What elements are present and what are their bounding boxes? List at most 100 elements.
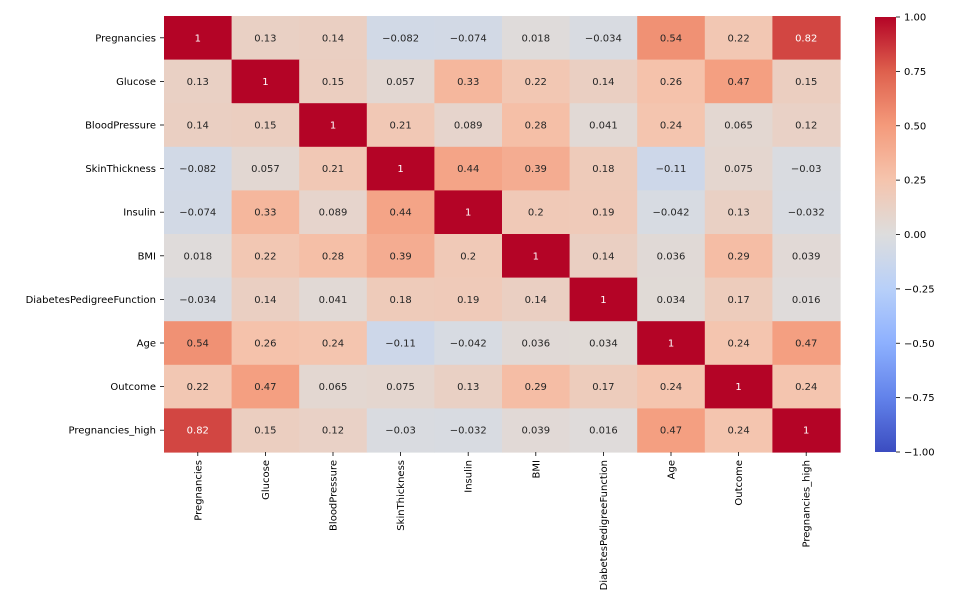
heatmap-cell bbox=[704, 277, 773, 322]
cell-annotation: 0.13 bbox=[727, 208, 749, 219]
heatmap-cell bbox=[704, 103, 773, 148]
heatmap-cell bbox=[366, 277, 435, 322]
heatmap-cell bbox=[434, 190, 503, 235]
column-label: Insulin bbox=[464, 460, 475, 493]
heatmap-cell bbox=[637, 277, 706, 322]
heatmap-cell bbox=[164, 146, 233, 191]
heatmap-cell bbox=[164, 16, 233, 61]
column-label: SkinThickness bbox=[396, 460, 407, 531]
colorbar-tick-label: 0.50 bbox=[904, 121, 926, 132]
cell-annotation: 0.29 bbox=[525, 382, 547, 393]
cell-annotation: 0.15 bbox=[254, 121, 276, 132]
colorbar-tick-label: −0.50 bbox=[904, 339, 935, 350]
heatmap-cell bbox=[299, 59, 368, 104]
cell-annotation: 0.24 bbox=[727, 339, 749, 350]
cell-annotation: 0.018 bbox=[521, 33, 550, 44]
cell-annotation: 0.14 bbox=[525, 295, 547, 306]
cell-annotation: 0.14 bbox=[592, 251, 614, 262]
cell-annotation: 1 bbox=[330, 121, 336, 132]
cell-annotation: 0.82 bbox=[187, 426, 209, 437]
heatmap-cell bbox=[164, 103, 233, 148]
cell-annotation: 0.036 bbox=[657, 251, 686, 262]
heatmap-cell bbox=[434, 59, 503, 104]
heatmap-cell bbox=[299, 190, 368, 235]
cell-annotation: 0.13 bbox=[254, 33, 276, 44]
heatmap-cell bbox=[231, 59, 300, 104]
heatmap-cell bbox=[704, 408, 773, 453]
heatmap-cell bbox=[704, 146, 773, 191]
heatmap-cell bbox=[569, 146, 638, 191]
column-labels: Pregnancies Glucose BloodPressure SkinThick… bbox=[193, 452, 813, 590]
cell-annotation: 0.22 bbox=[525, 77, 547, 88]
cell-annotation: 0.44 bbox=[457, 164, 479, 175]
colorbar-tick-label: 0.00 bbox=[904, 230, 926, 241]
heatmap-cell bbox=[434, 146, 503, 191]
row-label: BloodPressure bbox=[85, 121, 156, 132]
heatmap-cell bbox=[637, 408, 706, 453]
heatmap-cell bbox=[637, 234, 706, 279]
heatmap-cell bbox=[366, 364, 435, 409]
cell-annotation: 0.15 bbox=[254, 426, 276, 437]
cell-annotation: 0.2 bbox=[460, 251, 476, 262]
heatmap-cell bbox=[299, 234, 368, 279]
cell-annotation: 0.17 bbox=[592, 382, 614, 393]
cell-annotation: −0.074 bbox=[450, 33, 487, 44]
heatmap-cell bbox=[299, 321, 368, 366]
heatmap-cell bbox=[231, 103, 300, 148]
cell-annotation: 1 bbox=[668, 339, 674, 350]
cell-annotation: 0.19 bbox=[457, 295, 479, 306]
cell-annotation: −0.11 bbox=[656, 164, 687, 175]
column-label: Age bbox=[667, 460, 678, 479]
row-label: Pregnancies_high bbox=[69, 426, 157, 437]
heatmap-cell bbox=[502, 103, 571, 148]
heatmap-cell bbox=[772, 146, 841, 191]
heatmap-cell bbox=[366, 59, 435, 104]
cell-annotation: 0.14 bbox=[322, 33, 344, 44]
cell-annotation: 0.82 bbox=[795, 33, 817, 44]
cell-annotation: 0.13 bbox=[457, 382, 479, 393]
column-label: Pregnancies_high bbox=[802, 460, 813, 548]
heatmap-cell bbox=[164, 190, 233, 235]
column-label: Outcome bbox=[734, 460, 745, 506]
cell-annotation: −0.03 bbox=[791, 164, 822, 175]
cell-annotation: 0.44 bbox=[389, 208, 411, 219]
colorbar-tick-label: 0.75 bbox=[904, 67, 926, 78]
heatmap-cell bbox=[299, 103, 368, 148]
colorbar-tick-label: −0.75 bbox=[904, 393, 935, 404]
cell-annotation: 0.14 bbox=[254, 295, 276, 306]
cell-annotation: 0.039 bbox=[521, 426, 550, 437]
cell-annotation: 0.034 bbox=[657, 295, 686, 306]
heatmap-cell bbox=[366, 190, 435, 235]
cell-annotation: −0.03 bbox=[385, 426, 416, 437]
cell-annotation: 0.12 bbox=[795, 121, 817, 132]
heatmap-cell bbox=[299, 277, 368, 322]
cell-annotation: 0.28 bbox=[525, 121, 547, 132]
cell-annotation: 1 bbox=[600, 295, 606, 306]
heatmap-cell bbox=[569, 234, 638, 279]
heatmap-cell bbox=[502, 146, 571, 191]
heatmap-cell bbox=[366, 321, 435, 366]
heatmap-cell bbox=[164, 234, 233, 279]
heatmap-cell bbox=[502, 408, 571, 453]
cell-annotation: −0.032 bbox=[788, 208, 825, 219]
heatmap-cell bbox=[231, 277, 300, 322]
heatmap-cell bbox=[231, 234, 300, 279]
cell-annotation: 0.14 bbox=[592, 77, 614, 88]
cell-annotation: 0.057 bbox=[251, 164, 280, 175]
cell-annotation: 0.036 bbox=[521, 339, 550, 350]
heatmap-cell bbox=[434, 103, 503, 148]
column-label: DiabetesPedigreeFunction bbox=[599, 460, 610, 590]
heatmap-cell bbox=[704, 364, 773, 409]
cell-annotation: 0.15 bbox=[322, 77, 344, 88]
cell-annotation: 0.19 bbox=[592, 208, 614, 219]
heatmap-cell bbox=[299, 146, 368, 191]
column-label: Glucose bbox=[261, 460, 272, 500]
heatmap-cell bbox=[366, 146, 435, 191]
cell-annotation: 0.24 bbox=[727, 426, 749, 437]
heatmap-cell bbox=[772, 408, 841, 453]
cell-annotation: −0.034 bbox=[585, 33, 622, 44]
heatmap-cell bbox=[704, 16, 773, 61]
heatmap-cell bbox=[637, 59, 706, 104]
cell-annotation: −0.074 bbox=[179, 208, 216, 219]
